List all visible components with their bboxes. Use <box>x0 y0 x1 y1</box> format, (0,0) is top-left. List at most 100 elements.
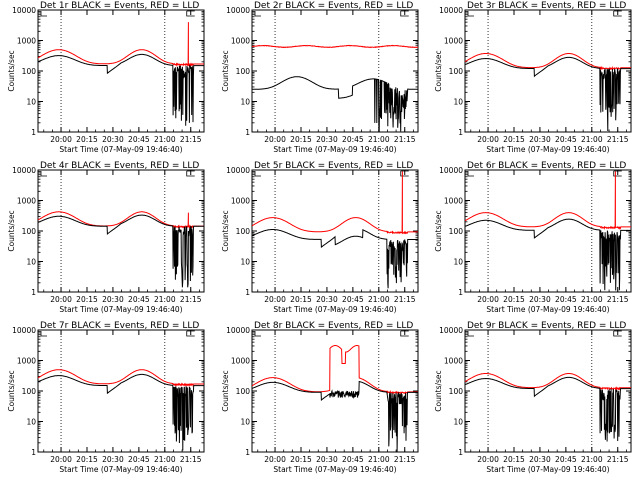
x-tick-label: 20:15 <box>503 135 525 144</box>
x-tick-label: 20:45 <box>555 135 577 144</box>
panel-title: Det 4r BLACK = Events, RED = LLD <box>40 161 199 171</box>
y-tick-label: 100 <box>22 67 37 76</box>
y-tick-label: 10 <box>453 98 463 107</box>
y-tick-label: 1 <box>245 128 250 137</box>
axes-frame <box>251 329 419 453</box>
panel-title: Det 3r BLACK = Events, RED = LLD <box>467 1 626 11</box>
x-tick-label: 21:15 <box>180 455 202 464</box>
x-tick-label: 20:15 <box>76 135 98 144</box>
x-tick-label: 20:30 <box>316 455 338 464</box>
x-axis-label: Start Time (07-May-09 19:46:40) <box>486 145 609 154</box>
panel-title: Det 9r BLACK = Events, RED = LLD <box>467 321 626 331</box>
x-tick-label: 20:00 <box>264 455 286 464</box>
x-tick-label: 20:00 <box>264 135 286 144</box>
y-axis-label: Counts/sec <box>221 210 230 251</box>
detector-panel: Det 5r BLACK = Events, RED = LLD 1 10 100 10… <box>221 161 419 314</box>
y-tick-label: 10 <box>453 418 463 427</box>
x-tick-label: 20:30 <box>316 135 338 144</box>
lld-series-line <box>37 22 204 68</box>
x-tick-label: 20:15 <box>290 135 312 144</box>
events-series-line <box>464 218 631 291</box>
x-axis-label: Start Time (07-May-09 19:46:40) <box>59 305 182 314</box>
interval-bracket <box>254 11 261 17</box>
y-tick-label: 10000 <box>226 326 250 335</box>
interval-bracket <box>400 330 409 337</box>
lld-series-line <box>464 53 631 71</box>
x-tick-label: 21:00 <box>368 295 390 304</box>
y-tick-label: 10000 <box>226 166 250 175</box>
events-series-line <box>37 214 204 288</box>
x-tick-label: 21:00 <box>154 295 176 304</box>
y-tick-label: 100 <box>22 387 37 396</box>
lld-series-line <box>251 345 418 395</box>
y-axis-label: Counts/sec <box>7 50 16 91</box>
x-tick-label: 20:45 <box>342 295 364 304</box>
detector-panel: Det 7r BLACK = Events, RED = LLD 1 10 100 10… <box>7 321 205 474</box>
y-tick-label: 10 <box>240 418 250 427</box>
y-tick-label: 1 <box>31 448 36 457</box>
x-tick-label: 21:00 <box>154 455 176 464</box>
y-tick-label: 1 <box>245 288 250 297</box>
y-axis-label: Counts/sec <box>221 370 230 411</box>
panel-title: Det 5r BLACK = Events, RED = LLD <box>254 161 413 171</box>
interval-bracket <box>400 10 409 17</box>
y-tick-label: 100 <box>449 67 464 76</box>
events-series-line <box>464 56 631 132</box>
events-series-line <box>251 380 418 452</box>
x-tick-label: 21:00 <box>368 455 390 464</box>
interval-bracket <box>467 11 474 17</box>
interval-bracket <box>254 171 261 177</box>
interval-bracket <box>613 170 622 177</box>
y-tick-label: 1000 <box>17 197 36 206</box>
detector-panel: Det 6r BLACK = Events, RED = LLD 1 10 100 10… <box>434 161 632 314</box>
x-tick-label: 20:00 <box>50 135 72 144</box>
x-tick-label: 20:45 <box>555 295 577 304</box>
interval-bracket <box>400 170 409 177</box>
lld-series-line <box>251 171 418 235</box>
panel-title: Det 2r BLACK = Events, RED = LLD <box>254 1 413 11</box>
interval-bracket <box>467 331 474 337</box>
x-tick-label: 20:15 <box>76 295 98 304</box>
events-series-line <box>37 373 204 451</box>
y-tick-label: 1 <box>458 448 463 457</box>
y-tick-label: 10 <box>240 98 250 107</box>
y-tick-label: 1000 <box>444 197 463 206</box>
x-axis-label: Start Time (07-May-09 19:46:40) <box>273 305 396 314</box>
x-tick-label: 20:00 <box>264 295 286 304</box>
y-tick-label: 10000 <box>12 166 36 175</box>
x-tick-label: 20:15 <box>290 455 312 464</box>
panel-title: Det 1r BLACK = Events, RED = LLD <box>40 1 199 11</box>
y-tick-label: 10 <box>26 258 36 267</box>
y-tick-label: 100 <box>22 227 37 236</box>
interval-bracket <box>186 10 195 17</box>
panel-title: Det 8r BLACK = Events, RED = LLD <box>254 321 413 331</box>
events-series-line <box>37 53 204 126</box>
x-tick-label: 21:00 <box>581 135 603 144</box>
y-tick-label: 1 <box>458 128 463 137</box>
y-tick-label: 10000 <box>439 326 463 335</box>
y-tick-label: 10 <box>26 98 36 107</box>
x-tick-label: 20:45 <box>342 135 364 144</box>
x-tick-label: 20:45 <box>128 135 150 144</box>
x-tick-label: 20:30 <box>102 135 124 144</box>
y-tick-label: 10 <box>26 418 36 427</box>
x-tick-label: 20:00 <box>477 295 499 304</box>
interval-bracket <box>40 171 47 177</box>
y-tick-label: 1000 <box>231 357 250 366</box>
y-tick-label: 1 <box>245 448 250 457</box>
detector-panel: Det 1r BLACK = Events, RED = LLD 1 10 100 10… <box>7 1 205 154</box>
y-tick-label: 10000 <box>439 166 463 175</box>
x-tick-label: 20:00 <box>50 455 72 464</box>
detector-panel: Det 9r BLACK = Events, RED = LLD 1 10 100 10… <box>434 321 632 474</box>
y-axis-label: Counts/sec <box>434 370 443 411</box>
x-tick-label: 20:00 <box>50 295 72 304</box>
axes-frame <box>464 169 632 293</box>
x-axis-label: Start Time (07-May-09 19:46:40) <box>273 465 396 474</box>
x-tick-label: 20:45 <box>342 455 364 464</box>
detector-panel: Det 2r BLACK = Events, RED = LLD 1 10 100 10… <box>221 1 419 154</box>
x-tick-label: 20:15 <box>76 455 98 464</box>
y-tick-label: 100 <box>236 67 251 76</box>
x-tick-label: 20:30 <box>529 455 551 464</box>
detector-panel: Det 3r BLACK = Events, RED = LLD 1 10 100 10… <box>434 1 632 154</box>
y-tick-label: 100 <box>449 387 464 396</box>
